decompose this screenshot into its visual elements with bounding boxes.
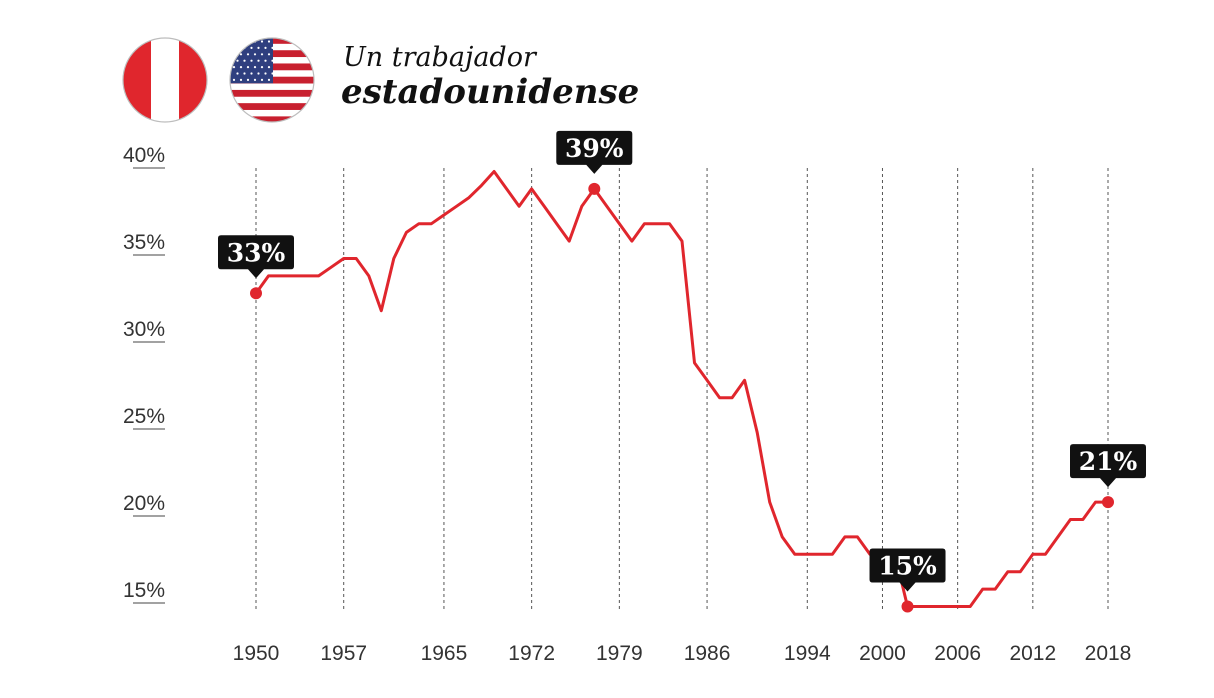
chart-title-line2: estadounidense <box>341 72 640 112</box>
callout-label: 15% <box>878 551 937 580</box>
callout-point <box>1102 496 1114 509</box>
callout-box <box>1070 444 1146 488</box>
callout-label: 21% <box>1079 447 1138 476</box>
y-tick-label: 35% <box>123 231 165 254</box>
y-tick-label: 25% <box>123 405 165 428</box>
chart-header: Un trabajador estadounidense <box>0 0 700 130</box>
y-tick-label: 15% <box>123 579 165 602</box>
chart-title-line1: Un trabajador <box>343 42 536 73</box>
series-layer <box>254 170 1108 608</box>
callout-layer: 33% 39% 15% 21% <box>218 130 1146 613</box>
x-tick-label: 1994 <box>784 642 831 665</box>
x-tick-label: 1957 <box>320 642 367 665</box>
x-tick-label: 1965 <box>421 642 468 665</box>
x-tick-label: 1979 <box>596 642 643 665</box>
y-axis: 40% 35% 30% 25% 20% 15% <box>123 144 165 604</box>
x-tick-label: 1972 <box>508 642 555 665</box>
callout-box <box>869 548 946 592</box>
callout-point <box>901 600 914 613</box>
y-tick-label: 30% <box>123 318 165 341</box>
usa-flag-icon <box>229 37 315 123</box>
callout-box <box>556 130 633 174</box>
callout-point <box>588 182 601 195</box>
x-tick-label: 2018 <box>1085 642 1132 665</box>
callout-point <box>250 287 262 300</box>
callout-label: 39% <box>565 134 624 163</box>
callout-label: 33% <box>227 238 286 267</box>
series-line-0 <box>254 170 1108 608</box>
x-tick-label: 2006 <box>934 642 981 665</box>
grid-lines <box>255 168 1109 612</box>
x-tick-label: 1986 <box>684 642 731 665</box>
x-axis: 1950 1957 1965 1972 1979 1986 1994 2000 2006 2012… <box>233 642 1132 665</box>
x-tick-label: 2000 <box>859 642 906 665</box>
x-tick-label: 1950 <box>233 642 280 665</box>
peru-flag-icon <box>122 37 208 123</box>
callout-box <box>218 235 294 279</box>
y-tick-label: 20% <box>123 492 165 515</box>
x-tick-label: 2012 <box>1009 642 1056 665</box>
y-tick-label: 40% <box>123 144 165 167</box>
